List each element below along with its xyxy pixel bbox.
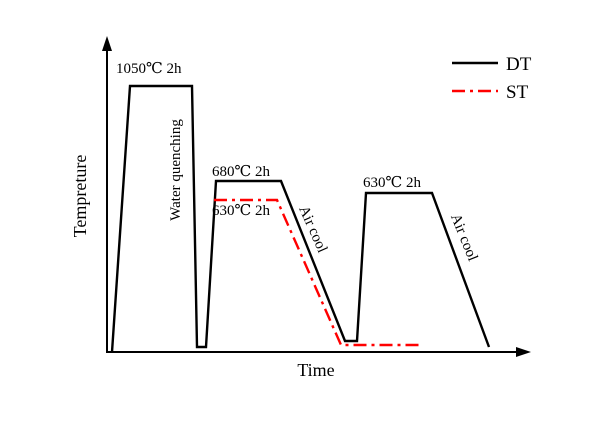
annotation-630c-2h-dt: 630℃ 2h: [363, 175, 422, 191]
series-st-line: [214, 198, 421, 347]
annotation-air-cool-2: Air cool: [447, 212, 480, 264]
legend-dt-label: DT: [506, 54, 532, 75]
annotation-680c-2h: 680℃ 2h: [212, 164, 271, 180]
y-axis-arrow-icon: [102, 36, 112, 51]
annotation-water-quenching: Water quenching: [168, 119, 184, 221]
legend: DT ST: [452, 54, 532, 103]
annotation-1050c-2h: 1050℃ 2h: [116, 61, 182, 77]
y-axis-label: Tempreture: [70, 155, 90, 238]
x-axis-arrow-icon: [516, 347, 531, 357]
axes: [102, 36, 531, 357]
series-dt-line: [110, 84, 491, 353]
x-axis-label: Time: [297, 360, 334, 380]
annotation-630c-2h-st: 630℃ 2h: [212, 203, 271, 219]
legend-st-label: ST: [506, 82, 529, 103]
